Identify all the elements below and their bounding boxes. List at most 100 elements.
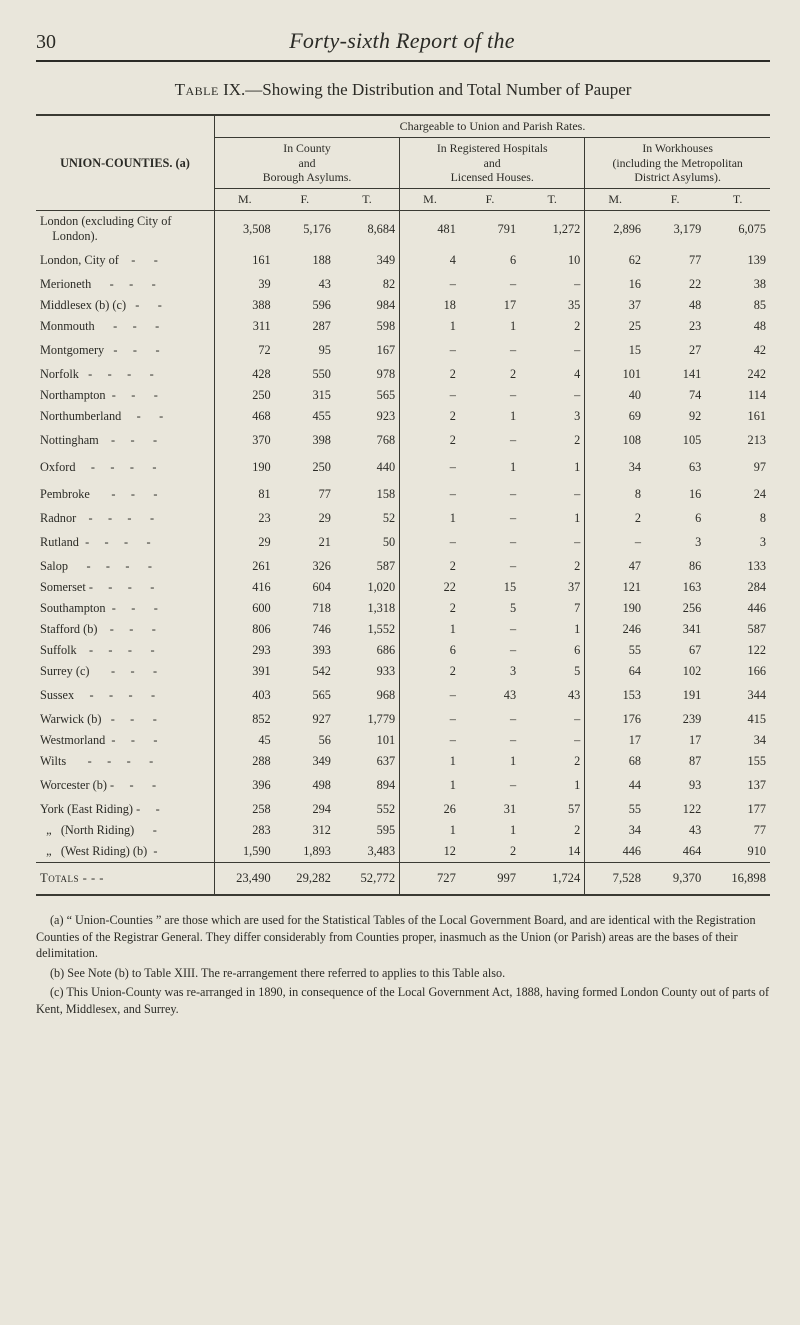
cell: 806 [214,619,274,640]
cell: 114 [705,385,770,406]
cell: 137 [705,772,770,799]
cell: 1 [400,820,460,841]
cell: 1 [400,619,460,640]
cell: – [400,337,460,364]
table-row: Somerset - - - -4166041,0202215371211632… [36,577,770,598]
cell: 258 [214,799,274,820]
table-row: Salop - - - -2613265872–24786133 [36,556,770,577]
cell: 31 [460,799,520,820]
row-label: Monmouth - - - [36,316,214,337]
cell: 161 [705,406,770,427]
cell: – [400,454,460,481]
totals-label: Totals - - - [36,863,214,896]
cell: – [460,508,520,529]
cell: 188 [275,247,335,274]
cell: 45 [214,730,274,751]
cell: 446 [705,598,770,619]
cell: – [520,385,585,406]
cell: 637 [335,751,400,772]
cell: 391 [214,661,274,682]
cell: 74 [645,385,705,406]
row-label: Warwick (b) - - - [36,709,214,730]
row-label: London (excluding City of London). [36,211,214,248]
cell: 2 [585,508,645,529]
cell: 2 [400,364,460,385]
cell: 598 [335,316,400,337]
cell: 923 [335,406,400,427]
cell: 23 [214,508,274,529]
cell: 542 [275,661,335,682]
cell: 77 [705,820,770,841]
cell: 250 [275,454,335,481]
cell: 3 [705,529,770,556]
cell: 2 [520,556,585,577]
cell: 2 [400,598,460,619]
cell: 24 [705,481,770,508]
cell: – [460,640,520,661]
cell: 161 [214,247,274,274]
cell: 2 [400,427,460,454]
cell: 55 [585,799,645,820]
cell: 6 [520,640,585,661]
cell: 176 [585,709,645,730]
cell: – [460,619,520,640]
totals-cell: 52,772 [335,863,400,896]
row-label: York (East Riding) - - [36,799,214,820]
cell: 978 [335,364,400,385]
cell: – [400,682,460,709]
table-row: Merioneth - - -394382–––162238 [36,274,770,295]
cell: 23 [645,316,705,337]
totals-cell: 23,490 [214,863,274,896]
row-label: Wilts - - - - [36,751,214,772]
cell: 15 [460,577,520,598]
row-label: Somerset - - - - [36,577,214,598]
table-row: Warwick (b) - - -8529271,779–––176239415 [36,709,770,730]
cell: 287 [275,316,335,337]
cell: 44 [585,772,645,799]
table-row: York (East Riding) - -258294552263157551… [36,799,770,820]
row-label: Northampton - - - [36,385,214,406]
cell: 155 [705,751,770,772]
cell: 29 [275,508,335,529]
footnote-b: (b) See Note (b) to Table XIII. The re-a… [36,965,770,981]
cell: 17 [585,730,645,751]
totals-cell: 29,282 [275,863,335,896]
cell: 1 [520,508,585,529]
cell: – [460,772,520,799]
cell: 81 [214,481,274,508]
cell: 27 [645,337,705,364]
cell: 4 [400,247,460,274]
cell: 1 [520,454,585,481]
cell: 1,020 [335,577,400,598]
table-row: Northampton - - -250315565–––4074114 [36,385,770,406]
cell: 1 [460,820,520,841]
cell: 1 [400,772,460,799]
table-row: Stafford (b) - - -8067461,5521–124634158… [36,619,770,640]
col-t-3: T. [705,189,770,211]
cell: 1,590 [214,841,274,863]
cell: 2 [460,841,520,863]
cell: 283 [214,820,274,841]
cell: 5 [520,661,585,682]
cell: – [520,709,585,730]
cell: 927 [275,709,335,730]
cell: 746 [275,619,335,640]
cell: – [460,481,520,508]
col-f-1: F. [275,189,335,211]
col-m-3: M. [585,189,645,211]
cell: 37 [520,577,585,598]
cell: 15 [585,337,645,364]
cell: 1 [400,508,460,529]
row-label: Worcester (b) - - - [36,772,214,799]
cell: 341 [645,619,705,640]
cell: 95 [275,337,335,364]
row-label: Sussex - - - - [36,682,214,709]
cell: 852 [214,709,274,730]
cell: – [400,385,460,406]
footnote-a: (a) “ Union-Counties ” are those which a… [36,912,770,961]
cell: 464 [645,841,705,863]
table-row: Surrey (c) - - -39154293323564102166 [36,661,770,682]
cell: 596 [275,295,335,316]
table-row: „ (North Riding) -283312595112344377 [36,820,770,841]
cell: 52 [335,508,400,529]
